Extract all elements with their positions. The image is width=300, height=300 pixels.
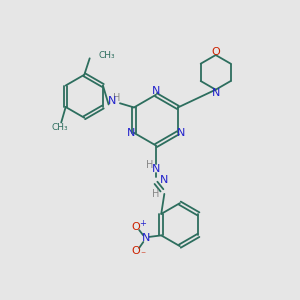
Text: N: N [160,175,168,185]
Text: N: N [177,128,186,138]
Text: N: N [152,164,160,174]
Text: O: O [132,246,140,256]
Text: N: N [212,88,220,98]
Text: O: O [211,47,220,57]
Text: H: H [113,94,121,103]
Text: CH₃: CH₃ [51,123,68,132]
Text: +: + [139,219,146,228]
Text: N: N [142,233,150,243]
Text: ⁻: ⁻ [140,250,145,260]
Text: O: O [132,222,140,232]
Text: N: N [108,96,116,106]
Text: H: H [152,190,159,200]
Text: H: H [146,160,154,170]
Text: N: N [152,86,160,96]
Text: CH₃: CH₃ [98,51,115,60]
Text: N: N [127,128,135,138]
